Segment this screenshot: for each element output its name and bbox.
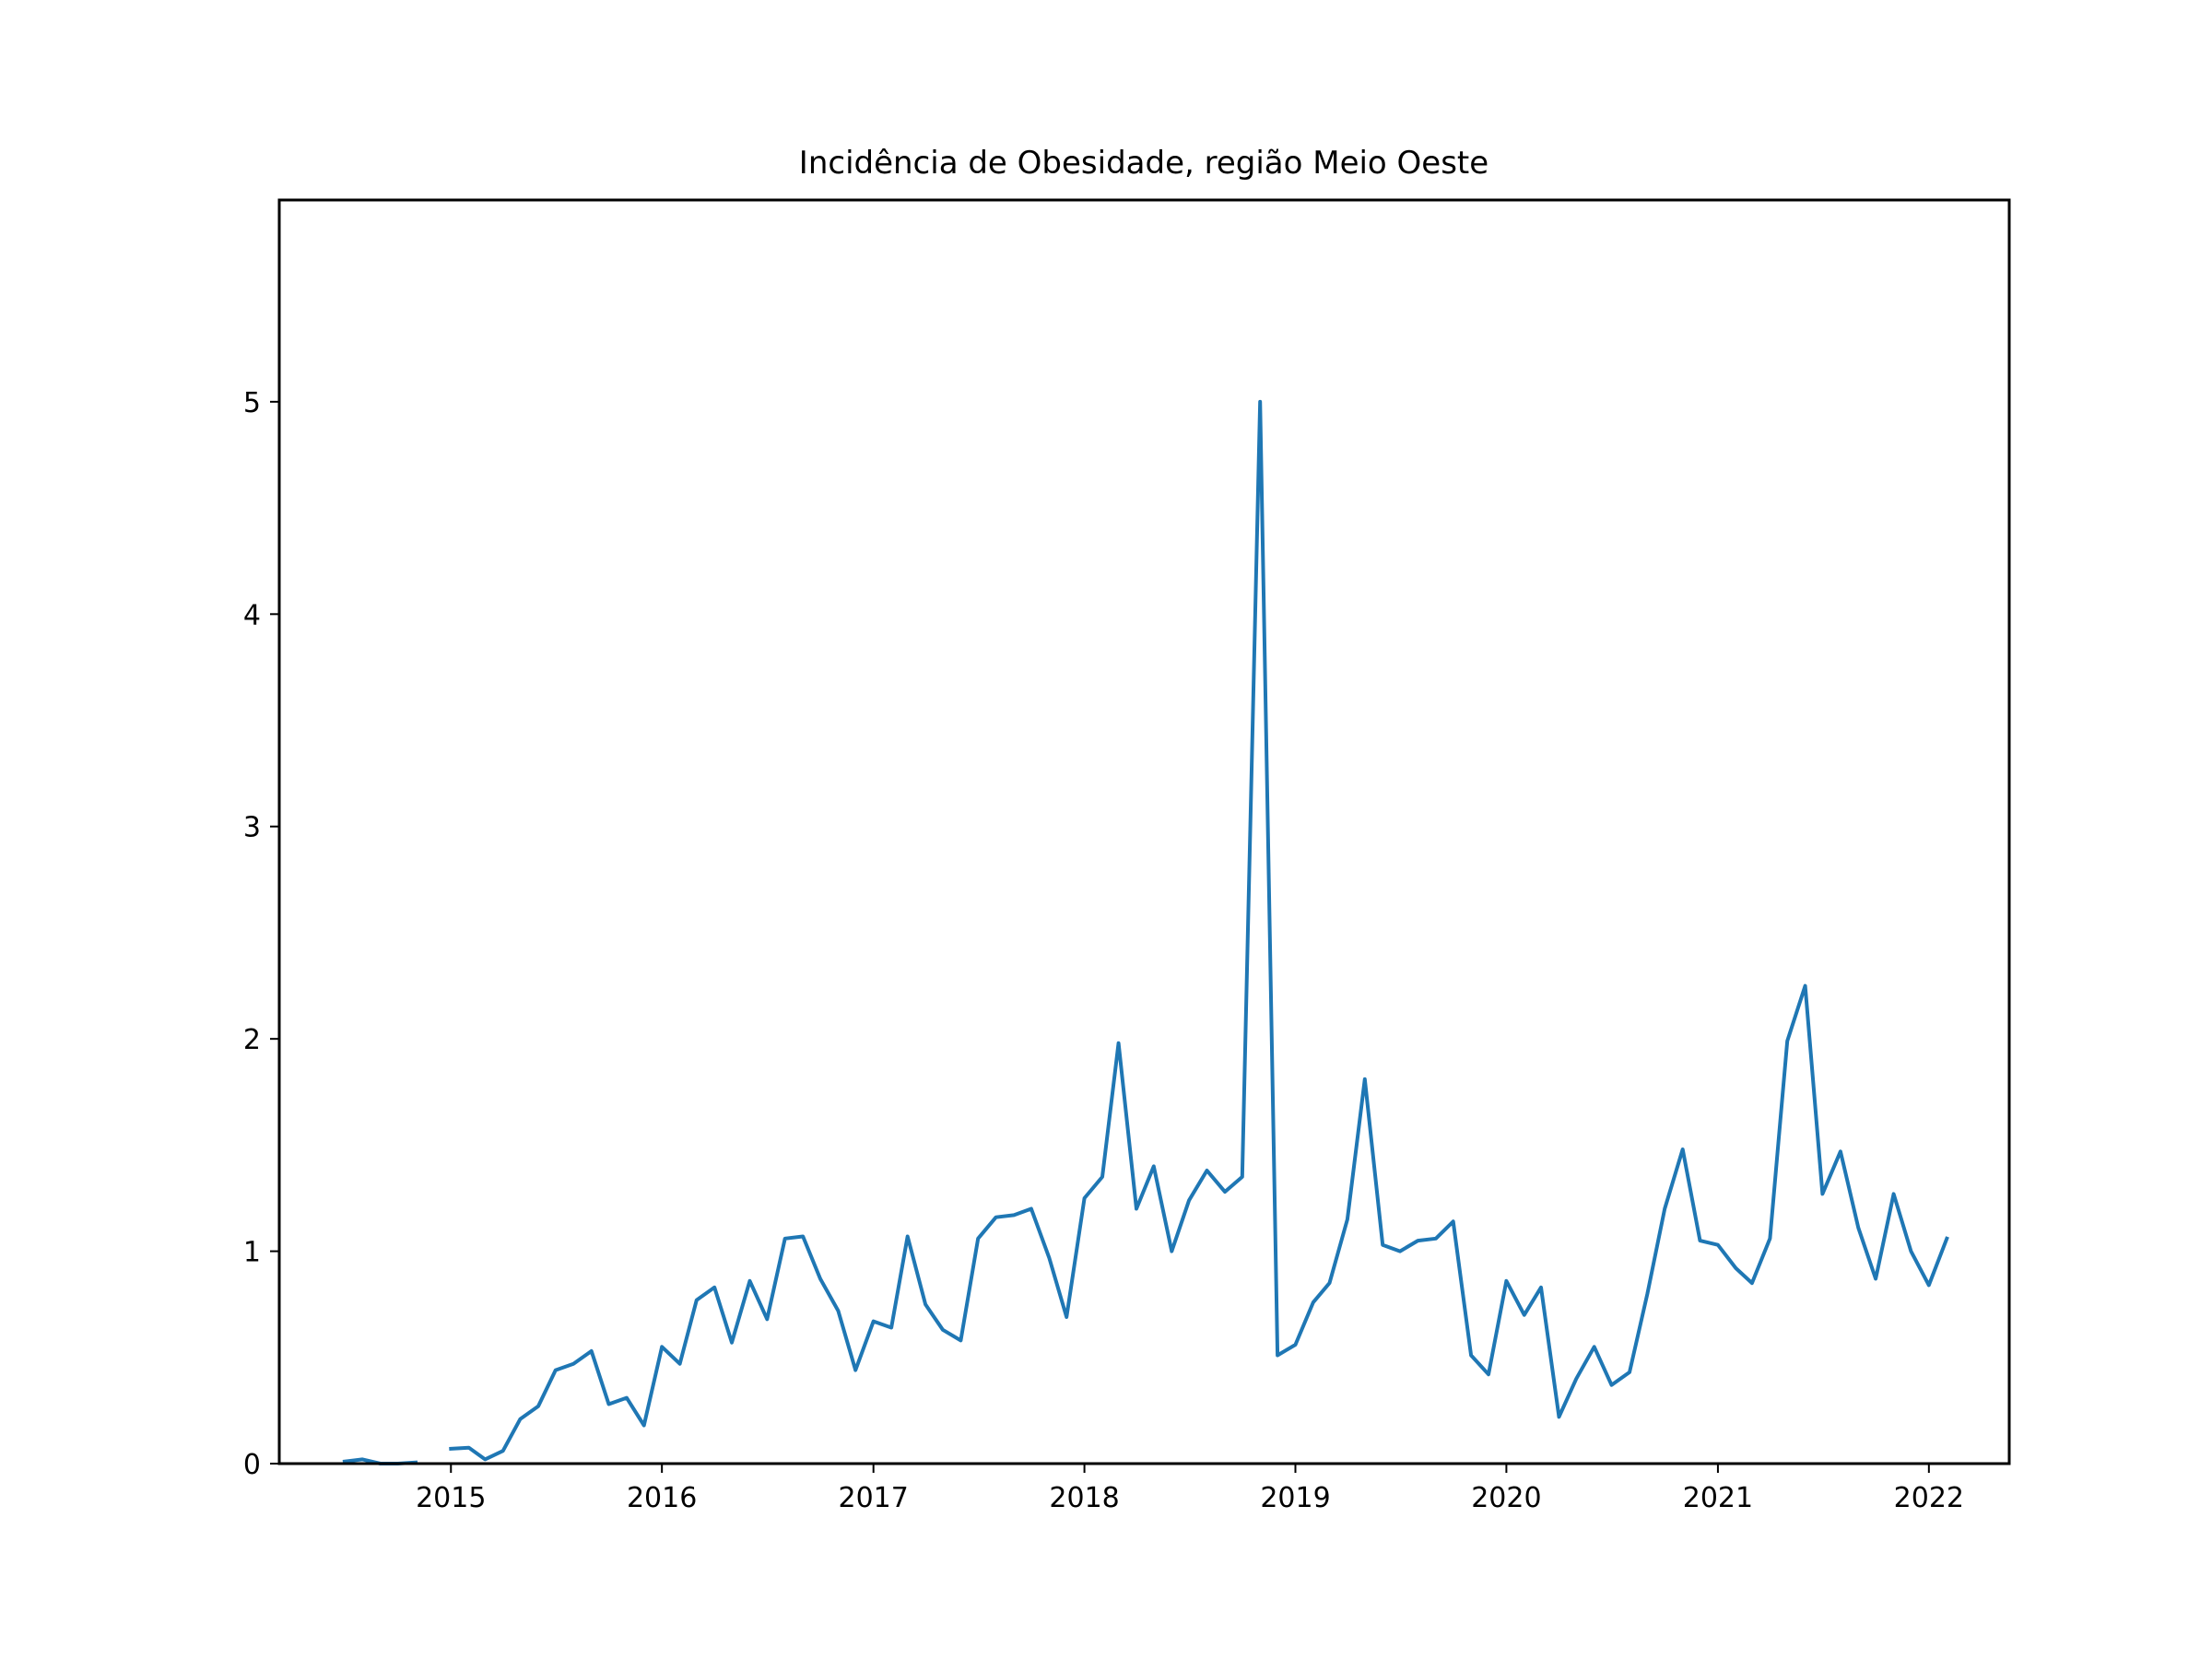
chart-title: Incidência de Obesidade, região Meio Oes… — [799, 145, 1488, 182]
y-tick-label: 2 — [243, 1024, 261, 1056]
x-tick-label: 2021 — [1683, 1482, 1753, 1514]
x-tick-label: 2017 — [839, 1482, 909, 1514]
y-tick-label: 3 — [243, 812, 261, 844]
x-tick-label: 2019 — [1260, 1482, 1330, 1514]
series-line — [342, 399, 1949, 1465]
plot-frame — [277, 198, 2011, 1465]
y-axis: 0 1 2 3 4 5 — [243, 387, 279, 1481]
y-tick-label: 5 — [243, 387, 261, 419]
x-tick-label: 2016 — [627, 1482, 697, 1514]
x-axis: 2015 2016 2017 2018 2019 2020 2021 2022 — [416, 1464, 1964, 1514]
series-layer — [342, 399, 1949, 1465]
y-tick-label: 1 — [243, 1237, 261, 1269]
y-tick-label: 0 — [243, 1449, 261, 1481]
x-tick-label: 2015 — [416, 1482, 486, 1514]
x-tick-label: 2022 — [1894, 1482, 1964, 1514]
x-tick-label: 2018 — [1049, 1482, 1119, 1514]
x-tick-label: 2020 — [1471, 1482, 1541, 1514]
y-tick-label: 4 — [243, 599, 261, 631]
